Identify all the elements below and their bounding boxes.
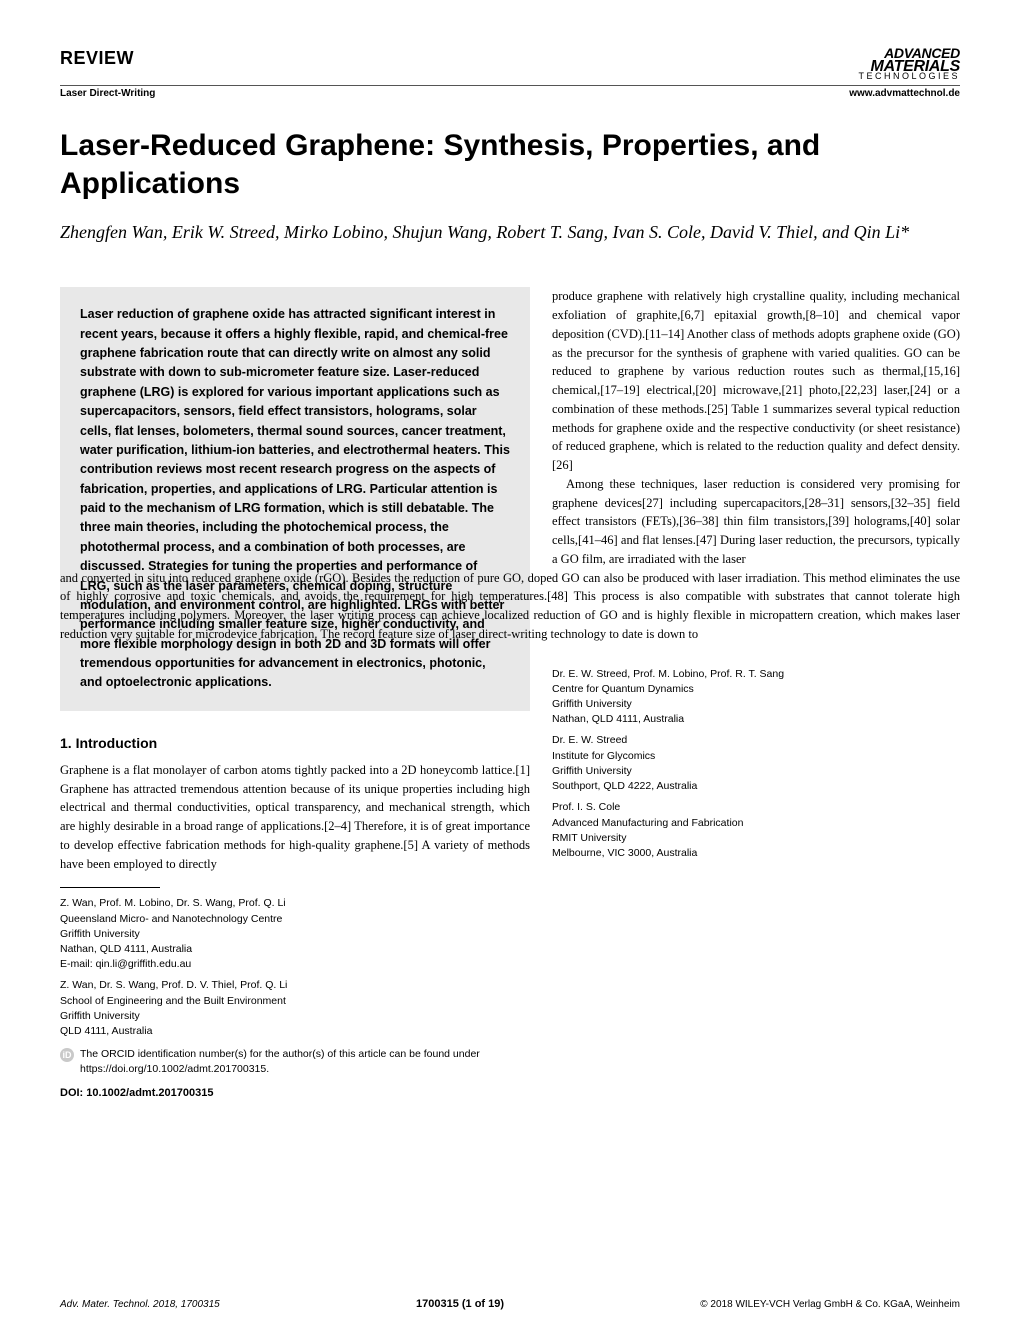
orcid-note-row: iD The ORCID identification number(s) fo… xyxy=(60,1047,530,1076)
footer-left: Adv. Mater. Technol. 2018, 1700315 xyxy=(60,1299,220,1310)
abstract-box: Laser reduction of graphene oxide has at… xyxy=(60,287,530,711)
header-row: REVIEW ADVANCED MATERIALS TECHNOLOGIES xyxy=(60,48,960,86)
review-label: REVIEW xyxy=(60,48,134,69)
footer-left-text: Adv. Mater. Technol. 2018, 1700315 xyxy=(60,1299,220,1310)
footer-right: © 2018 WILEY-VCH Verlag GmbH & Co. KGaA,… xyxy=(700,1299,960,1310)
right-full-width-para: and converted in situ into reduced graph… xyxy=(60,569,960,644)
affil-block: Dr. E. W. Streed Institute for Glycomics… xyxy=(552,733,960,794)
orcid-note-text: The ORCID identification number(s) for t… xyxy=(80,1047,530,1076)
orcid-icon: iD xyxy=(60,1048,74,1062)
affiliation-divider xyxy=(60,887,160,888)
affil-block: Prof. I. S. Cole Advanced Manufacturing … xyxy=(552,800,960,861)
subheader-row: Laser Direct-Writing www.advmattechnol.d… xyxy=(60,88,960,99)
journal-logo: ADVANCED MATERIALS TECHNOLOGIES xyxy=(858,48,960,81)
right-column: produce graphene with relatively high cr… xyxy=(552,287,960,1098)
right-upper-para-2: Among these techniques, laser reduction … xyxy=(552,475,960,569)
left-column: Laser reduction of graphene oxide has at… xyxy=(60,287,530,1098)
affiliations-left: Z. Wan, Prof. M. Lobino, Dr. S. Wang, Pr… xyxy=(60,896,530,1039)
right-upper-para-1: produce graphene with relatively high cr… xyxy=(552,287,960,475)
affiliations-right: Dr. E. W. Streed, Prof. M. Lobino, Prof.… xyxy=(552,667,960,862)
footer-row: Adv. Mater. Technol. 2018, 1700315 17003… xyxy=(60,1298,960,1310)
journal-website: www.advmattechnol.de xyxy=(849,88,960,99)
intro-paragraph: Graphene is a flat monolayer of carbon a… xyxy=(60,761,530,874)
main-columns: Laser reduction of graphene oxide has at… xyxy=(60,287,960,1098)
topic-label: Laser Direct-Writing xyxy=(60,88,155,99)
affil-block: Dr. E. W. Streed, Prof. M. Lobino, Prof.… xyxy=(552,667,960,728)
section-1-heading: 1. Introduction xyxy=(60,735,530,751)
footer-center: 1700315 (1 of 19) xyxy=(416,1298,504,1310)
logo-line-3: TECHNOLOGIES xyxy=(858,73,960,81)
doi-line: DOI: 10.1002/admt.201700315 xyxy=(60,1087,530,1099)
affil-block: Z. Wan, Dr. S. Wang, Prof. D. V. Thiel, … xyxy=(60,978,530,1039)
author-list: Zhengfen Wan, Erik W. Streed, Mirko Lobi… xyxy=(60,220,960,245)
affil-block: Z. Wan, Prof. M. Lobino, Dr. S. Wang, Pr… xyxy=(60,896,530,972)
article-title: Laser-Reduced Graphene: Synthesis, Prope… xyxy=(60,127,960,202)
